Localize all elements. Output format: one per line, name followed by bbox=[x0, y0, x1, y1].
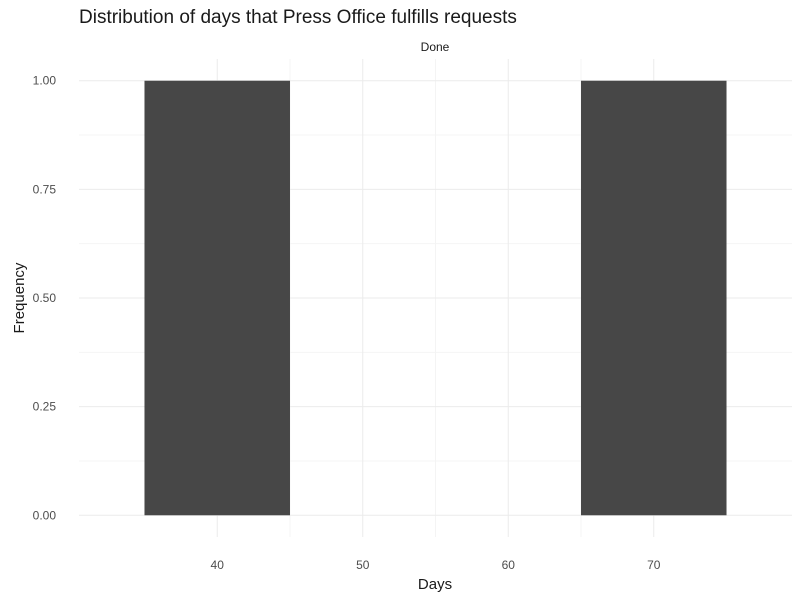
histogram-bar bbox=[581, 80, 727, 516]
y-tick-label: 0.25 bbox=[33, 400, 57, 414]
y-axis-ticks: 0.00 0.25 0.50 0.75 1.00 bbox=[33, 74, 57, 523]
y-tick-label: 1.00 bbox=[33, 74, 57, 88]
x-axis-ticks: 40 50 60 70 bbox=[211, 558, 661, 572]
facet-label: Done bbox=[421, 40, 450, 54]
chart-title: Distribution of days that Press Office f… bbox=[79, 7, 517, 28]
x-tick-label: 70 bbox=[647, 558, 661, 572]
y-tick-label: 0.00 bbox=[33, 508, 57, 522]
y-tick-label: 0.75 bbox=[33, 182, 57, 196]
x-axis-title: Days bbox=[418, 576, 452, 593]
histogram-bar bbox=[144, 80, 290, 516]
x-tick-label: 60 bbox=[502, 558, 516, 572]
x-tick-label: 50 bbox=[356, 558, 370, 572]
y-tick-label: 0.50 bbox=[33, 291, 57, 305]
bars bbox=[144, 80, 727, 516]
y-axis-title: Frequency bbox=[11, 262, 28, 333]
x-tick-label: 40 bbox=[211, 558, 225, 572]
